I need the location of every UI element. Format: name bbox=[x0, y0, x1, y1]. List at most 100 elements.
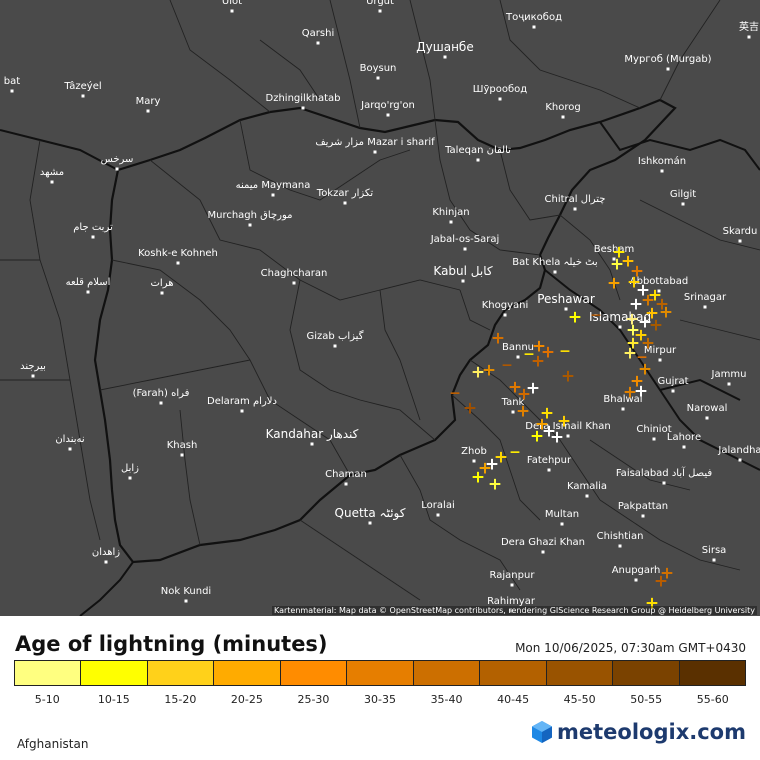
positive-strike-icon: + bbox=[637, 312, 653, 333]
lightning-map[interactable]: Qarshi Душанбе Тоҷикобод Мургоб (Murgab) Tâz… bbox=[0, 0, 760, 616]
city-label: Pakpattan bbox=[617, 501, 669, 512]
city-label: Bhalwal bbox=[603, 394, 643, 405]
city-marker-icon bbox=[541, 550, 545, 554]
province-borders bbox=[0, 0, 760, 601]
city-label: Khorog bbox=[545, 102, 581, 113]
city-label: Narowal bbox=[686, 403, 728, 414]
city-marker-icon bbox=[503, 313, 507, 317]
city-marker-icon bbox=[727, 382, 731, 386]
city-label: Nok Kundi bbox=[160, 586, 212, 597]
positive-strike-icon: + bbox=[633, 381, 649, 402]
positive-strike-icon: + bbox=[530, 351, 546, 372]
positive-strike-icon: + bbox=[531, 336, 547, 357]
city-label: Tank bbox=[501, 397, 525, 408]
negative-strike-icon: − bbox=[559, 343, 571, 360]
city-label: Zhob bbox=[461, 446, 487, 457]
brand-logo[interactable]: meteologix.com bbox=[531, 720, 746, 744]
city-label: نه‌بندان bbox=[55, 434, 85, 445]
city-marker-icon bbox=[301, 106, 305, 110]
iran-border bbox=[0, 129, 134, 616]
city-label: میمنه Maymana bbox=[235, 180, 311, 191]
city-label: Chishtian bbox=[596, 531, 644, 542]
city-label: Abbottabad bbox=[629, 276, 689, 287]
city-marker-icon bbox=[510, 583, 514, 587]
positive-strike-icon: + bbox=[484, 454, 500, 475]
city-label: Jabal-os-Saraj bbox=[430, 234, 500, 245]
city-label: Gujrat bbox=[657, 376, 689, 387]
city-label: Delaram دلارام bbox=[207, 396, 277, 407]
legend-swatch bbox=[214, 661, 281, 685]
city-marker-icon bbox=[176, 261, 180, 265]
city-marker-icon bbox=[240, 409, 244, 413]
positive-strike-icon: + bbox=[648, 315, 664, 336]
positive-strike-icon: + bbox=[622, 382, 638, 403]
city-label: Mirpur bbox=[643, 345, 677, 356]
positive-strike-icon: + bbox=[654, 294, 670, 315]
city-marker-icon bbox=[310, 442, 314, 446]
city-label: مشهد bbox=[39, 167, 65, 178]
city-marker-icon bbox=[68, 447, 72, 451]
city-marker-icon bbox=[618, 325, 622, 329]
city-marker-icon bbox=[31, 374, 35, 378]
positive-strike-icon: + bbox=[640, 333, 656, 354]
positive-strike-icon: + bbox=[477, 458, 493, 479]
city-label: Jammu bbox=[711, 369, 747, 380]
city-marker-icon bbox=[463, 247, 467, 251]
city-marker-icon bbox=[738, 458, 742, 462]
city-label: Lahore bbox=[666, 432, 702, 443]
city-marker-icon bbox=[472, 459, 476, 463]
city-marker-icon bbox=[160, 291, 164, 295]
positive-strike-icon: + bbox=[625, 333, 641, 354]
city-label: مزار شریف Mazar i sharif bbox=[315, 137, 435, 148]
city-marker-icon bbox=[476, 158, 480, 162]
city-label: Dera Ghazi Khan bbox=[500, 537, 586, 548]
city-label: Kabul کابل bbox=[433, 264, 493, 278]
city-marker-icon bbox=[532, 25, 536, 29]
positive-strike-icon: + bbox=[516, 384, 532, 405]
positive-strike-icon: + bbox=[539, 403, 555, 424]
city-label: Шӯрообод bbox=[472, 84, 528, 95]
city-marker-icon bbox=[443, 55, 447, 59]
positive-strike-icon: + bbox=[653, 571, 669, 592]
city-marker-icon bbox=[271, 193, 275, 197]
city-marker-icon bbox=[564, 307, 568, 311]
city-marker-icon bbox=[180, 453, 184, 457]
positive-strike-icon: + bbox=[625, 320, 641, 341]
negative-strike-icon: − bbox=[523, 346, 535, 363]
positive-strike-icon: + bbox=[515, 401, 531, 422]
city-label: Skardu bbox=[722, 226, 758, 237]
legend-label: 35-40 bbox=[430, 693, 463, 706]
city-label: Chaman bbox=[325, 469, 367, 480]
city-marker-icon bbox=[378, 9, 382, 13]
legend-swatch bbox=[546, 661, 614, 685]
positive-strike-icon: + bbox=[659, 563, 675, 584]
city-marker-icon bbox=[738, 239, 742, 243]
city-marker-icon bbox=[516, 355, 520, 359]
city-label: Tokzar تکزار bbox=[316, 188, 374, 199]
pakistan-border bbox=[544, 121, 760, 471]
positive-strike-icon: + bbox=[470, 467, 486, 488]
city-label: Dzhingilkhatab bbox=[265, 93, 341, 104]
city-marker-icon bbox=[652, 437, 656, 441]
city-marker-icon bbox=[316, 41, 320, 45]
positive-strike-icon: + bbox=[540, 342, 556, 363]
negative-strike-icon: − bbox=[636, 349, 648, 366]
negative-strike-icon: − bbox=[590, 307, 602, 324]
city-marker-icon bbox=[333, 344, 337, 348]
city-marker-icon bbox=[641, 514, 645, 518]
positive-strike-icon: + bbox=[487, 474, 503, 495]
city-marker-icon bbox=[747, 35, 751, 39]
positive-strike-icon: + bbox=[606, 273, 622, 294]
map-borders bbox=[0, 0, 760, 616]
map-attribution[interactable]: Kartenmaterial: Map data © OpenStreetMap… bbox=[271, 606, 757, 615]
positive-strike-icon: + bbox=[470, 362, 486, 383]
city-label: Jarqo'rg'on bbox=[361, 100, 415, 111]
city-label: زابل bbox=[121, 463, 139, 474]
positive-strike-icon: + bbox=[556, 411, 572, 432]
positive-strike-icon: + bbox=[658, 302, 674, 323]
city-marker-icon bbox=[612, 257, 616, 261]
city-marker-icon bbox=[634, 578, 638, 582]
city-label: Islamabad bbox=[588, 310, 652, 324]
legend-label: 25-30 bbox=[297, 693, 330, 706]
city-label: Bannu bbox=[501, 342, 535, 353]
